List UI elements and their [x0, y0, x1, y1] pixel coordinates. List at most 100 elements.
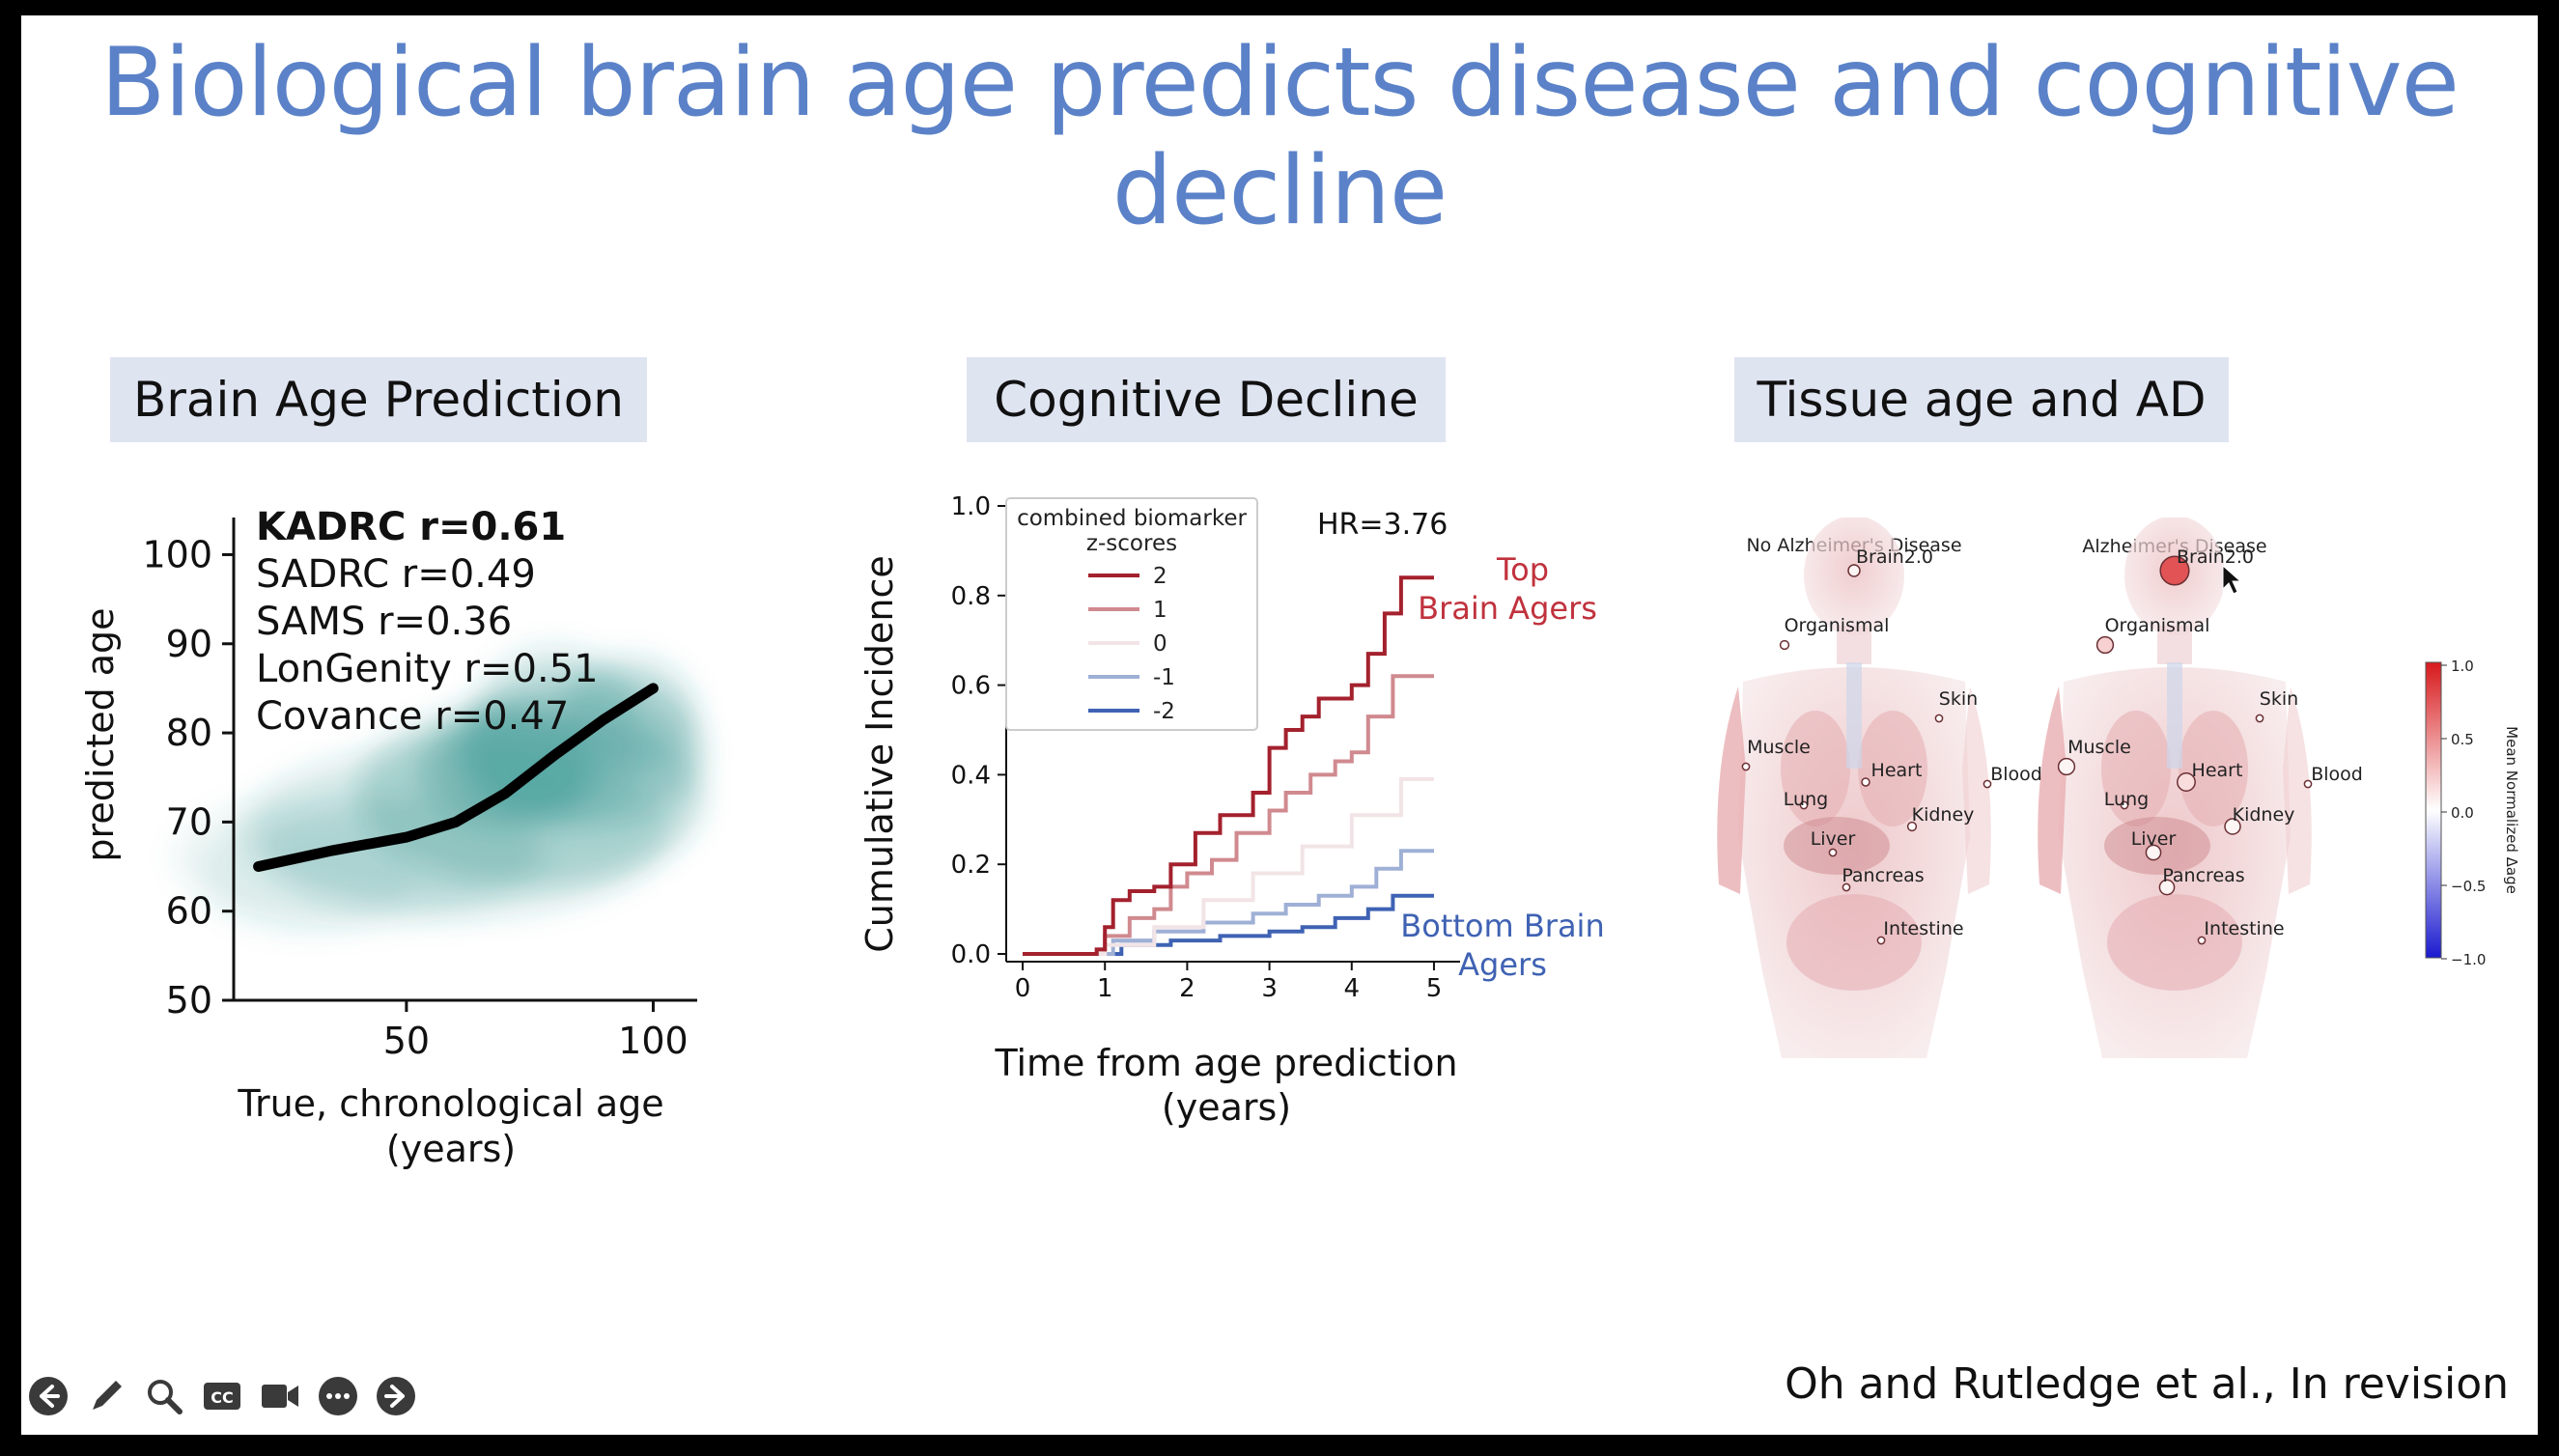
citation: Oh and Rutledge et al., In revision — [1785, 1359, 2509, 1409]
mouse-cursor-icon — [2222, 564, 2242, 595]
series-line — [1023, 674, 1434, 956]
zoom-icon[interactable] — [141, 1373, 187, 1419]
organ-label: Brain2.0 — [2177, 546, 2254, 568]
legend-box — [1005, 497, 1258, 731]
organ-label: Blood — [2311, 764, 2363, 785]
y-tick-label: 90 — [166, 623, 212, 665]
colorbar-tick-label: 1.0 — [2451, 658, 2474, 675]
colorbar-tick-label: −1.0 — [2451, 951, 2486, 968]
legend-entry: 0 — [1153, 631, 1167, 657]
x-axis-label: True, chronological age — [237, 1082, 663, 1125]
body-silhouette-no-ad — [1717, 518, 1991, 1058]
organ-label: Intestine — [2204, 918, 2284, 939]
organ-label: Brain2.0 — [1856, 546, 1933, 568]
y-tick-label: 100 — [142, 533, 212, 575]
y-tick-label: 0.0 — [951, 940, 991, 969]
x-axis-label-units: (years) — [386, 1128, 516, 1170]
organ-bubble — [2303, 779, 2313, 789]
correlation-annotation: SADRC r=0.49 — [256, 552, 536, 597]
top-agers-label-2: Brain Agers — [1418, 590, 1597, 627]
organ-label: Skin — [2260, 688, 2298, 710]
colorbar-tick-label: 0.5 — [2451, 731, 2474, 748]
organ-bubble — [1828, 848, 1838, 857]
y-tick-label: 0.2 — [951, 851, 991, 880]
organ-label: Blood — [1990, 764, 2042, 785]
x-axis-label-units: (years) — [1162, 1086, 1291, 1129]
correlation-annotation: KADRC r=0.61 — [256, 505, 566, 549]
back-arrow-icon[interactable] — [25, 1373, 71, 1419]
cognitive-panel-header: Cognitive Decline — [967, 357, 1446, 442]
organ-label: Lung — [2104, 789, 2149, 810]
y-axis-label: predicted age — [79, 607, 122, 861]
y-tick-label: 70 — [166, 800, 212, 843]
y-tick-label: 60 — [166, 890, 212, 933]
organ-bubble — [1861, 777, 1870, 787]
x-tick-label: 2 — [1179, 974, 1195, 1003]
series-line — [1023, 777, 1434, 956]
organ-bubble — [2177, 772, 2196, 792]
series-line — [1023, 575, 1434, 956]
slide: Biological brain age predicts disease an… — [21, 15, 2538, 1435]
slide-title-line-2: decline — [1111, 136, 1448, 246]
y-tick-label: 50 — [166, 979, 212, 1022]
organ-label: Kidney — [1912, 804, 1975, 826]
organ-label: Kidney — [2233, 804, 2295, 826]
legend-entry: 1 — [1153, 598, 1167, 623]
organ-bubble — [1799, 800, 1809, 810]
organ-label: Lung — [1784, 789, 1828, 810]
bottom-agers-label-1: Bottom Brain — [1400, 908, 1604, 944]
colorbar-tick-label: −0.5 — [2451, 878, 2486, 895]
slide-title-line-1: Biological brain age predicts disease an… — [100, 28, 2460, 138]
organ-bubble — [2158, 879, 2176, 896]
organ-bubble — [1983, 779, 1992, 789]
slide-title: Biological brain age predicts disease an… — [21, 29, 2538, 245]
organ-label: Intestine — [1883, 918, 1963, 939]
organ-bubble — [1906, 821, 1918, 832]
legend-title-2: z-scores — [1086, 531, 1177, 556]
organ-bubble — [2057, 757, 2076, 776]
organ-bubble — [2159, 555, 2190, 586]
colorbar — [2425, 661, 2442, 959]
legend-title: combined biomarker — [1017, 506, 1247, 531]
tissue-age-figure: No Alzheimer's Disease Alzheimer's Disea… — [1717, 518, 2520, 1058]
organ-bubble — [2197, 936, 2207, 945]
organ-bubble — [2255, 714, 2264, 723]
organ-bubble — [2095, 635, 2115, 655]
y-tick-label: 0.4 — [951, 761, 991, 790]
organ-bubble — [1876, 936, 1886, 945]
x-tick-label: 1 — [1097, 974, 1113, 1003]
organ-label: Liver — [1811, 828, 1856, 850]
cognitive-decline-chart: 0.0 0.2 0.4 0.6 0.8 1.0 0 1 2 3 4 5 combined biomar… — [858, 492, 1605, 1129]
captions-icon[interactable]: CC — [199, 1373, 245, 1419]
pen-icon[interactable] — [83, 1373, 129, 1419]
body-silhouette-ad — [2038, 518, 2312, 1058]
fit-line — [253, 683, 659, 872]
organ-label: Liver — [2131, 828, 2177, 850]
organ-bubble — [1934, 714, 1944, 723]
correlation-annotation: Covance r=0.47 — [256, 694, 569, 739]
organ-label: Organismal — [1785, 615, 1890, 636]
more-icon[interactable] — [315, 1373, 361, 1419]
legend-entry: 2 — [1153, 564, 1167, 589]
colorbar-tick-label: 0.0 — [2451, 804, 2474, 822]
x-tick-label: 50 — [383, 1020, 430, 1062]
organ-bubble — [2120, 800, 2129, 810]
organ-label: Organismal — [2105, 615, 2210, 636]
x-tick-label: 5 — [1426, 974, 1443, 1003]
y-axis-label: Cumulative Incidence — [858, 555, 901, 953]
series-line — [1023, 893, 1434, 956]
camera-icon[interactable] — [257, 1373, 303, 1419]
organ-label: Heart — [1871, 760, 1923, 781]
colorbar-label: Mean Normalized Δage — [2503, 726, 2520, 894]
x-tick-label: 100 — [618, 1020, 689, 1062]
organ-label: Skin — [1939, 688, 1978, 710]
organ-bubble — [1842, 882, 1851, 892]
bottom-agers-label-2: Agers — [1458, 946, 1547, 983]
tissue-panel-header: Tissue age and AD — [1734, 357, 2229, 442]
organ-bubble — [1847, 564, 1861, 577]
organ-bubble — [1741, 762, 1751, 771]
organ-label: Muscle — [2067, 737, 2131, 758]
forward-arrow-icon[interactable] — [373, 1373, 419, 1419]
